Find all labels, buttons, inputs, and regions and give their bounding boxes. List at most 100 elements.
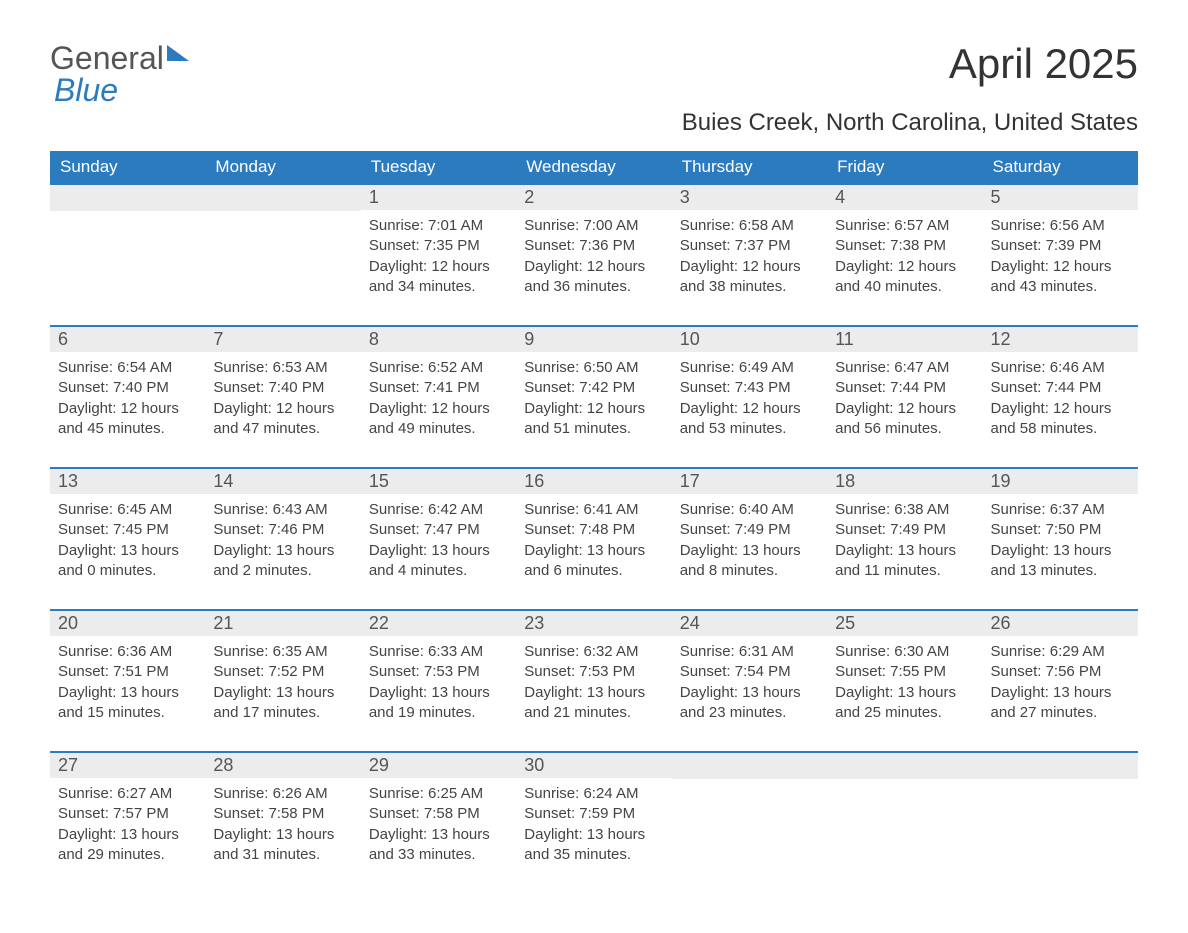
day-number: 27 — [50, 753, 205, 778]
sunset-text: Sunset: 7:49 PM — [835, 520, 974, 540]
daylight-text: Daylight: 13 hours and 19 minutes. — [369, 683, 508, 724]
sunset-text: Sunset: 7:57 PM — [58, 804, 197, 824]
calendar-day-cell — [50, 184, 205, 326]
calendar-week-row: 13Sunrise: 6:45 AMSunset: 7:45 PMDayligh… — [50, 468, 1138, 610]
calendar-day-cell: 24Sunrise: 6:31 AMSunset: 7:54 PMDayligh… — [672, 610, 827, 752]
daylight-text: Daylight: 13 hours and 4 minutes. — [369, 541, 508, 582]
day-number: 22 — [361, 611, 516, 636]
sunrise-text: Sunrise: 6:29 AM — [991, 642, 1130, 662]
sunrise-text: Sunrise: 6:53 AM — [213, 358, 352, 378]
day-number — [50, 185, 205, 211]
day-number: 17 — [672, 469, 827, 494]
day-number — [205, 185, 360, 211]
sunrise-text: Sunrise: 6:41 AM — [524, 500, 663, 520]
day-content: Sunrise: 6:35 AMSunset: 7:52 PMDaylight:… — [205, 636, 360, 751]
day-content — [983, 779, 1138, 869]
day-content: Sunrise: 6:31 AMSunset: 7:54 PMDaylight:… — [672, 636, 827, 751]
day-content: Sunrise: 6:54 AMSunset: 7:40 PMDaylight:… — [50, 352, 205, 467]
day-content: Sunrise: 6:37 AMSunset: 7:50 PMDaylight:… — [983, 494, 1138, 609]
calendar-week-row: 1Sunrise: 7:01 AMSunset: 7:35 PMDaylight… — [50, 184, 1138, 326]
day-content — [827, 779, 982, 869]
sunset-text: Sunset: 7:58 PM — [369, 804, 508, 824]
calendar-day-cell: 10Sunrise: 6:49 AMSunset: 7:43 PMDayligh… — [672, 326, 827, 468]
daylight-text: Daylight: 13 hours and 29 minutes. — [58, 825, 197, 866]
sunrise-text: Sunrise: 6:54 AM — [58, 358, 197, 378]
sunset-text: Sunset: 7:40 PM — [58, 378, 197, 398]
calendar-day-cell — [672, 752, 827, 893]
weekday-header: Monday — [205, 151, 360, 184]
calendar-day-cell: 29Sunrise: 6:25 AMSunset: 7:58 PMDayligh… — [361, 752, 516, 893]
sunset-text: Sunset: 7:50 PM — [991, 520, 1130, 540]
day-number: 21 — [205, 611, 360, 636]
calendar-day-cell: 26Sunrise: 6:29 AMSunset: 7:56 PMDayligh… — [983, 610, 1138, 752]
daylight-text: Daylight: 13 hours and 17 minutes. — [213, 683, 352, 724]
calendar-day-cell: 6Sunrise: 6:54 AMSunset: 7:40 PMDaylight… — [50, 326, 205, 468]
daylight-text: Daylight: 12 hours and 40 minutes. — [835, 257, 974, 298]
calendar-day-cell: 13Sunrise: 6:45 AMSunset: 7:45 PMDayligh… — [50, 468, 205, 610]
day-number — [672, 753, 827, 779]
weekday-header: Thursday — [672, 151, 827, 184]
day-content: Sunrise: 6:47 AMSunset: 7:44 PMDaylight:… — [827, 352, 982, 467]
sunset-text: Sunset: 7:38 PM — [835, 236, 974, 256]
logo-text-blue: Blue — [54, 72, 118, 108]
sunset-text: Sunset: 7:37 PM — [680, 236, 819, 256]
day-content: Sunrise: 6:45 AMSunset: 7:45 PMDaylight:… — [50, 494, 205, 609]
day-number: 12 — [983, 327, 1138, 352]
page-title: April 2025 — [949, 40, 1138, 88]
daylight-text: Daylight: 12 hours and 36 minutes. — [524, 257, 663, 298]
day-content: Sunrise: 6:42 AMSunset: 7:47 PMDaylight:… — [361, 494, 516, 609]
day-content: Sunrise: 6:58 AMSunset: 7:37 PMDaylight:… — [672, 210, 827, 325]
daylight-text: Daylight: 12 hours and 51 minutes. — [524, 399, 663, 440]
sunrise-text: Sunrise: 6:47 AM — [835, 358, 974, 378]
calendar-day-cell — [827, 752, 982, 893]
calendar-day-cell: 28Sunrise: 6:26 AMSunset: 7:58 PMDayligh… — [205, 752, 360, 893]
calendar-day-cell — [983, 752, 1138, 893]
daylight-text: Daylight: 13 hours and 21 minutes. — [524, 683, 663, 724]
day-number: 4 — [827, 185, 982, 210]
sunset-text: Sunset: 7:55 PM — [835, 662, 974, 682]
calendar-day-cell: 11Sunrise: 6:47 AMSunset: 7:44 PMDayligh… — [827, 326, 982, 468]
day-content: Sunrise: 6:30 AMSunset: 7:55 PMDaylight:… — [827, 636, 982, 751]
day-content: Sunrise: 6:24 AMSunset: 7:59 PMDaylight:… — [516, 778, 671, 893]
day-number: 28 — [205, 753, 360, 778]
day-number: 23 — [516, 611, 671, 636]
location-subtitle: Buies Creek, North Carolina, United Stat… — [50, 109, 1138, 137]
calendar-day-cell: 19Sunrise: 6:37 AMSunset: 7:50 PMDayligh… — [983, 468, 1138, 610]
sunrise-text: Sunrise: 6:45 AM — [58, 500, 197, 520]
daylight-text: Daylight: 13 hours and 27 minutes. — [991, 683, 1130, 724]
calendar-day-cell: 9Sunrise: 6:50 AMSunset: 7:42 PMDaylight… — [516, 326, 671, 468]
sunrise-text: Sunrise: 6:25 AM — [369, 784, 508, 804]
calendar-day-cell: 20Sunrise: 6:36 AMSunset: 7:51 PMDayligh… — [50, 610, 205, 752]
calendar-day-cell: 3Sunrise: 6:58 AMSunset: 7:37 PMDaylight… — [672, 184, 827, 326]
daylight-text: Daylight: 13 hours and 8 minutes. — [680, 541, 819, 582]
weekday-header: Sunday — [50, 151, 205, 184]
day-content: Sunrise: 6:41 AMSunset: 7:48 PMDaylight:… — [516, 494, 671, 609]
daylight-text: Daylight: 12 hours and 45 minutes. — [58, 399, 197, 440]
sunset-text: Sunset: 7:41 PM — [369, 378, 508, 398]
day-number: 6 — [50, 327, 205, 352]
calendar-day-cell: 17Sunrise: 6:40 AMSunset: 7:49 PMDayligh… — [672, 468, 827, 610]
calendar-day-cell: 8Sunrise: 6:52 AMSunset: 7:41 PMDaylight… — [361, 326, 516, 468]
calendar-week-row: 27Sunrise: 6:27 AMSunset: 7:57 PMDayligh… — [50, 752, 1138, 893]
daylight-text: Daylight: 13 hours and 33 minutes. — [369, 825, 508, 866]
sunrise-text: Sunrise: 7:00 AM — [524, 216, 663, 236]
calendar-day-cell: 25Sunrise: 6:30 AMSunset: 7:55 PMDayligh… — [827, 610, 982, 752]
day-content: Sunrise: 6:56 AMSunset: 7:39 PMDaylight:… — [983, 210, 1138, 325]
day-number: 15 — [361, 469, 516, 494]
sunrise-text: Sunrise: 6:58 AM — [680, 216, 819, 236]
day-number — [983, 753, 1138, 779]
day-content: Sunrise: 6:49 AMSunset: 7:43 PMDaylight:… — [672, 352, 827, 467]
sunset-text: Sunset: 7:43 PM — [680, 378, 819, 398]
sunrise-text: Sunrise: 6:35 AM — [213, 642, 352, 662]
sunrise-text: Sunrise: 6:43 AM — [213, 500, 352, 520]
day-content — [205, 211, 360, 301]
sunrise-text: Sunrise: 6:31 AM — [680, 642, 819, 662]
sunset-text: Sunset: 7:53 PM — [524, 662, 663, 682]
calendar-day-cell: 7Sunrise: 6:53 AMSunset: 7:40 PMDaylight… — [205, 326, 360, 468]
day-content: Sunrise: 6:26 AMSunset: 7:58 PMDaylight:… — [205, 778, 360, 893]
sunrise-text: Sunrise: 6:49 AM — [680, 358, 819, 378]
daylight-text: Daylight: 13 hours and 25 minutes. — [835, 683, 974, 724]
day-content: Sunrise: 6:43 AMSunset: 7:46 PMDaylight:… — [205, 494, 360, 609]
calendar-day-cell: 21Sunrise: 6:35 AMSunset: 7:52 PMDayligh… — [205, 610, 360, 752]
sunset-text: Sunset: 7:47 PM — [369, 520, 508, 540]
